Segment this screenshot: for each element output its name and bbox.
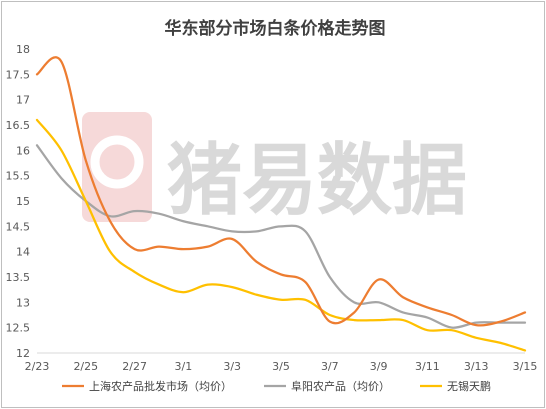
x-tick-label: 3/5 — [272, 360, 290, 373]
watermark-logo-icon — [82, 112, 152, 222]
y-tick-label: 12.5 — [6, 322, 31, 335]
axes: 12 12.5 13 13.5 14 14.5 15 15.5 16 16.5 17 17.5 18 2/… — [6, 43, 538, 373]
x-tick-label: 3/3 — [223, 360, 241, 373]
y-tick-label: 17 — [16, 94, 30, 107]
legend-label-1: 上海农产品批发市场（均价） — [89, 379, 232, 393]
y-tick-label: 18 — [16, 43, 30, 56]
x-tick-label: 2/23 — [25, 360, 50, 373]
y-tick-label: 13.5 — [6, 271, 31, 284]
y-tick-label: 16 — [16, 144, 30, 157]
y-tick-label: 14 — [16, 246, 30, 259]
x-tick-label: 3/15 — [513, 360, 538, 373]
y-tick-label: 12 — [16, 347, 30, 360]
x-tick-label: 3/13 — [464, 360, 489, 373]
watermark-text: 猪易数据 — [167, 136, 467, 226]
y-tick-label: 17.5 — [6, 68, 31, 81]
series-line-3 — [35, 118, 527, 352]
x-tick-label: 3/9 — [370, 360, 388, 373]
y-tick-label: 15.5 — [6, 170, 31, 183]
x-tick-label: 3/1 — [175, 360, 193, 373]
legend: 上海农产品批发市场（均价） 阜阳农产品（均价） 无锡天鹏 — [62, 379, 491, 393]
legend-label-2: 阜阳农产品（均价） — [291, 379, 390, 393]
legend-label-3: 无锡天鹏 — [447, 379, 491, 393]
x-tick-label: 3/7 — [321, 360, 339, 373]
series-line-1 — [35, 56, 527, 327]
series-layer — [35, 56, 527, 352]
watermark-logo-ring-icon — [90, 135, 144, 189]
y-tick-label: 13 — [16, 296, 30, 309]
chart-title: 华东部分市场白条价格走势图 — [164, 19, 386, 39]
watermark: 猪易数据 — [82, 112, 467, 226]
y-tick-label: 15 — [16, 195, 30, 208]
series-line-2 — [35, 144, 527, 329]
x-tick-label: 3/11 — [415, 360, 440, 373]
y-tick-label: 14.5 — [6, 220, 31, 233]
x-tick-label: 2/27 — [122, 360, 147, 373]
x-tick-label: 2/25 — [73, 360, 98, 373]
y-tick-label: 16.5 — [6, 119, 31, 132]
